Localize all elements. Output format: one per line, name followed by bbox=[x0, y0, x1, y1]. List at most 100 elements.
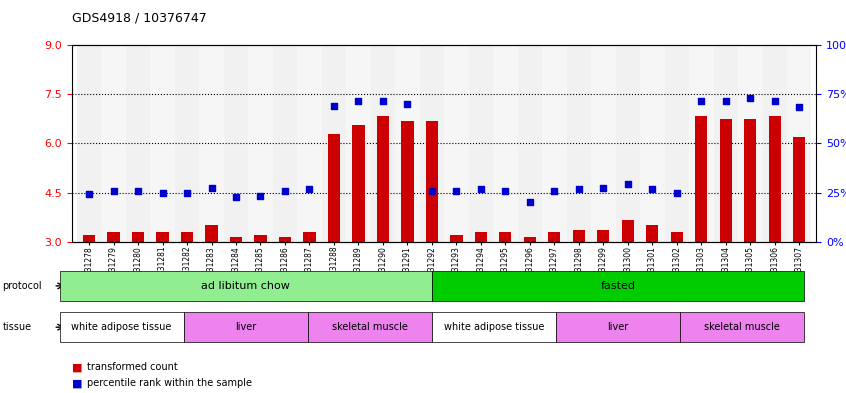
Text: percentile rank within the sample: percentile rank within the sample bbox=[87, 378, 252, 388]
Bar bbox=[426, 121, 438, 242]
Bar bbox=[279, 237, 291, 242]
Bar bbox=[450, 235, 463, 242]
Bar bbox=[371, 45, 395, 242]
Text: skeletal muscle: skeletal muscle bbox=[332, 322, 408, 332]
Bar bbox=[695, 116, 707, 242]
Bar bbox=[524, 237, 536, 242]
Bar bbox=[352, 125, 365, 242]
Point bbox=[82, 191, 96, 197]
Bar bbox=[83, 235, 95, 242]
Bar bbox=[493, 45, 518, 242]
Text: fasted: fasted bbox=[601, 281, 635, 291]
Point bbox=[376, 98, 390, 104]
Bar bbox=[175, 45, 200, 242]
Bar bbox=[77, 45, 102, 242]
Text: liver: liver bbox=[235, 322, 256, 332]
Bar bbox=[720, 119, 732, 242]
Bar bbox=[713, 45, 738, 242]
Point bbox=[229, 194, 243, 200]
Bar bbox=[646, 225, 658, 242]
Bar bbox=[762, 45, 787, 242]
Bar bbox=[573, 230, 585, 242]
Bar bbox=[622, 220, 634, 242]
Point bbox=[107, 188, 120, 194]
Bar bbox=[499, 232, 512, 242]
Text: liver: liver bbox=[607, 322, 629, 332]
Bar bbox=[151, 45, 175, 242]
Bar bbox=[230, 237, 242, 242]
Point bbox=[621, 181, 634, 187]
Point bbox=[670, 189, 684, 196]
Bar bbox=[738, 45, 762, 242]
Bar bbox=[420, 45, 444, 242]
Bar bbox=[469, 45, 493, 242]
Point bbox=[768, 98, 782, 104]
Point bbox=[303, 186, 316, 193]
Bar bbox=[401, 121, 414, 242]
Point bbox=[205, 184, 218, 191]
Bar bbox=[107, 232, 119, 242]
Point bbox=[523, 199, 536, 206]
Point bbox=[695, 98, 708, 104]
Bar bbox=[548, 232, 560, 242]
Point bbox=[645, 186, 659, 193]
Bar bbox=[542, 45, 567, 242]
Point bbox=[131, 188, 145, 194]
Bar bbox=[640, 45, 665, 242]
Bar bbox=[102, 45, 126, 242]
Bar bbox=[206, 225, 217, 242]
Bar bbox=[689, 45, 713, 242]
Bar bbox=[132, 232, 144, 242]
Point bbox=[401, 101, 415, 107]
Bar bbox=[591, 45, 616, 242]
Text: white adipose tissue: white adipose tissue bbox=[443, 322, 544, 332]
Text: ■: ■ bbox=[72, 362, 82, 373]
Text: ■: ■ bbox=[72, 378, 82, 388]
Bar bbox=[793, 137, 805, 242]
Bar bbox=[157, 232, 168, 242]
Bar bbox=[616, 45, 640, 242]
Bar bbox=[200, 45, 223, 242]
Point bbox=[793, 104, 806, 110]
Bar bbox=[597, 230, 609, 242]
Bar bbox=[665, 45, 689, 242]
Bar bbox=[321, 45, 346, 242]
Point bbox=[426, 188, 439, 194]
Point bbox=[327, 103, 341, 109]
Text: white adipose tissue: white adipose tissue bbox=[71, 322, 172, 332]
Bar bbox=[475, 232, 487, 242]
Bar bbox=[181, 232, 193, 242]
Bar bbox=[444, 45, 469, 242]
Point bbox=[156, 189, 169, 196]
Bar bbox=[297, 45, 321, 242]
Point bbox=[498, 188, 512, 194]
Point bbox=[278, 188, 292, 194]
Text: tissue: tissue bbox=[3, 322, 31, 332]
Bar bbox=[769, 116, 781, 242]
Text: protocol: protocol bbox=[3, 281, 42, 291]
Bar bbox=[518, 45, 542, 242]
Text: skeletal muscle: skeletal muscle bbox=[704, 322, 780, 332]
Bar bbox=[248, 45, 272, 242]
Bar bbox=[346, 45, 371, 242]
Bar bbox=[395, 45, 420, 242]
Point bbox=[596, 184, 610, 191]
Point bbox=[547, 188, 561, 194]
Bar bbox=[304, 232, 316, 242]
Bar bbox=[126, 45, 151, 242]
Bar bbox=[223, 45, 248, 242]
Bar bbox=[327, 134, 340, 242]
Text: GDS4918 / 10376747: GDS4918 / 10376747 bbox=[72, 12, 206, 25]
Bar bbox=[567, 45, 591, 242]
Point bbox=[474, 186, 487, 193]
Bar bbox=[744, 119, 756, 242]
Point bbox=[254, 193, 267, 199]
Point bbox=[719, 98, 733, 104]
Text: ad libitum chow: ad libitum chow bbox=[201, 281, 290, 291]
Point bbox=[180, 189, 194, 196]
Bar bbox=[787, 45, 811, 242]
Point bbox=[744, 94, 757, 101]
Bar bbox=[272, 45, 297, 242]
Bar bbox=[671, 232, 683, 242]
Point bbox=[352, 98, 365, 104]
